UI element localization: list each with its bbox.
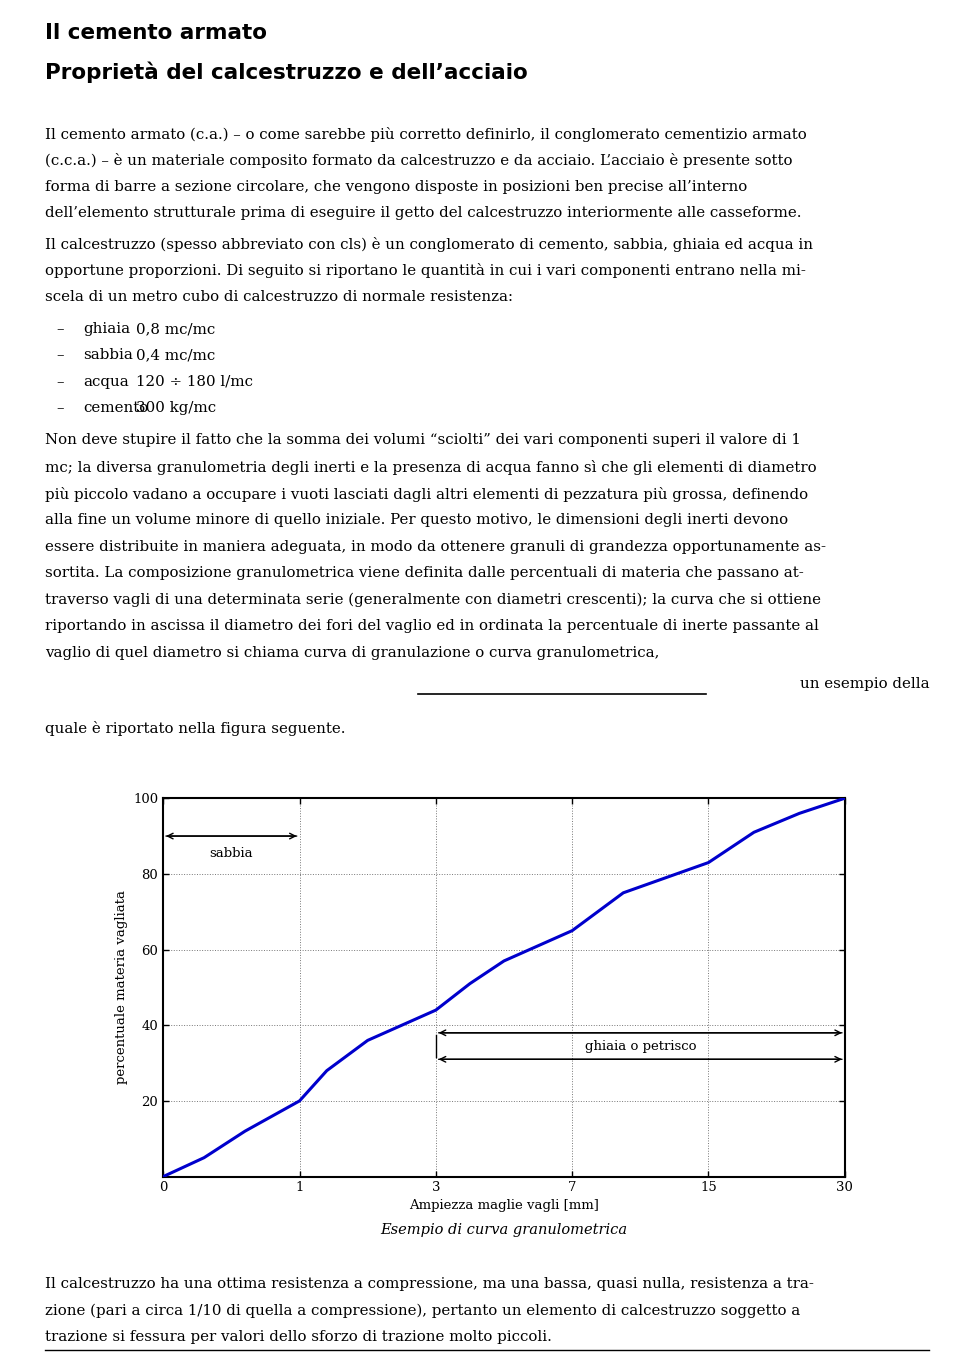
Text: 120 ÷ 180 l/mc: 120 ÷ 180 l/mc [136,374,253,389]
Text: forma di barre a sezione circolare, che vengono disposte in posizioni ben precis: forma di barre a sezione circolare, che … [45,180,748,193]
Text: Il cemento armato: Il cemento armato [45,23,267,44]
Text: Esempio di curva granulometrica: Esempio di curva granulometrica [380,1222,628,1237]
Text: mc; la diversa granulometria degli inerti e la presenza di acqua fanno sì che gl: mc; la diversa granulometria degli inert… [45,460,817,475]
Text: –: – [57,401,64,415]
Text: dell’elemento strutturale prima di eseguire il getto del calcestruzzo interiorme: dell’elemento strutturale prima di esegu… [45,206,802,220]
Text: –: – [57,374,64,389]
Text: Il calcestruzzo ha una ottima resistenza a compressione, ma una bassa, quasi nul: Il calcestruzzo ha una ottima resistenza… [45,1277,814,1292]
Text: cemento: cemento [84,401,149,415]
Text: scela di un metro cubo di calcestruzzo di normale resistenza:: scela di un metro cubo di calcestruzzo d… [45,290,513,304]
Text: 300 kg/mc: 300 kg/mc [136,401,216,415]
Text: sortita. La composizione granulometrica viene definita dalle percentuali di mate: sortita. La composizione granulometrica … [45,566,804,580]
Text: –: – [57,348,64,362]
Text: trazione si fessura per valori dello sforzo di trazione molto piccoli.: trazione si fessura per valori dello sfo… [45,1330,552,1345]
Text: un esempio della: un esempio della [800,678,929,691]
Text: Non deve stupire il fatto che la somma dei volumi “sciolti” dei vari componenti : Non deve stupire il fatto che la somma d… [45,433,801,448]
Text: essere distribuite in maniera adeguata, in modo da ottenere granuli di grandezza: essere distribuite in maniera adeguata, … [45,539,827,554]
Text: traverso vagli di una determinata serie (generalmente con diametri crescenti); l: traverso vagli di una determinata serie … [45,592,821,607]
X-axis label: Ampiezza maglie vagli [mm]: Ampiezza maglie vagli [mm] [409,1199,599,1211]
Text: Il cemento armato (c.a.) – o come sarebbe più corretto definirlo, il conglomerat: Il cemento armato (c.a.) – o come sarebb… [45,127,806,142]
Text: zione (pari a circa 1/10 di quella a compressione), pertanto un elemento di calc: zione (pari a circa 1/10 di quella a com… [45,1304,801,1319]
Text: sabbia: sabbia [84,348,133,362]
Text: Proprietà del calcestruzzo e dell’acciaio: Proprietà del calcestruzzo e dell’acciai… [45,61,528,83]
Text: 0,4 mc/mc: 0,4 mc/mc [136,348,216,362]
Y-axis label: percentuale materia vagliata: percentuale materia vagliata [114,890,128,1085]
Text: sabbia: sabbia [209,848,253,860]
Text: Il calcestruzzo (spesso abbreviato con cls) è un conglomerato di cemento, sabbia: Il calcestruzzo (spesso abbreviato con c… [45,237,813,252]
Text: opportune proporzioni. Di seguito si riportano le quantità in cui i vari compone: opportune proporzioni. Di seguito si rip… [45,264,806,279]
Text: –: – [57,321,64,336]
Text: acqua: acqua [84,374,130,389]
Text: (c.c.a.) – è un materiale composito formato da calcestruzzo e da acciaio. L’acci: (c.c.a.) – è un materiale composito form… [45,154,793,169]
Text: alla fine un volume minore di quello iniziale. Per questo motivo, le dimensioni : alla fine un volume minore di quello ini… [45,513,788,527]
Text: più piccolo vadano a occupare i vuoti lasciati dagli altri elementi di pezzatura: più piccolo vadano a occupare i vuoti la… [45,486,808,502]
Text: quale è riportato nella figura seguente.: quale è riportato nella figura seguente. [45,721,346,736]
Text: ghiaia o petrisco: ghiaia o petrisco [585,1040,696,1052]
Text: riportando in ascissa il diametro dei fori del vaglio ed in ordinata la percentu: riportando in ascissa il diametro dei fo… [45,619,819,633]
Text: vaglio di quel diametro si chiama curva di granulazione o curva granulometrica,: vaglio di quel diametro si chiama curva … [45,645,660,660]
Text: 0,8 mc/mc: 0,8 mc/mc [136,321,216,336]
Text: ghiaia: ghiaia [84,321,131,336]
